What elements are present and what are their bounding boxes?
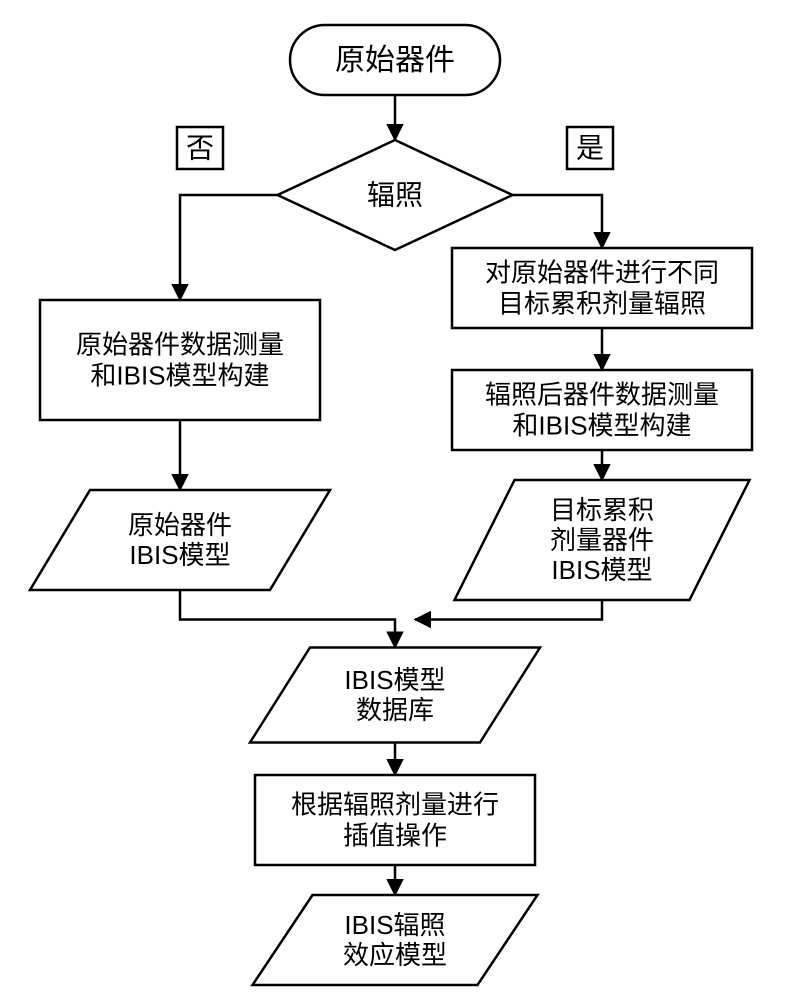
right-process2-node-line1: 辐照后器件数据测量	[485, 379, 719, 409]
right-process1-node-line1: 对原始器件进行不同	[485, 257, 719, 287]
right-process1-node-line2: 目标累积剂量辐照	[498, 288, 706, 318]
left-process-node-line2: 和IBIS模型构建	[90, 360, 269, 390]
database-node-line2: 数据库	[356, 695, 434, 725]
right-io-node-line2: 剂量器件	[550, 525, 654, 555]
left-io-node-line2: IBIS模型	[129, 540, 230, 570]
start-node-label: 原始器件	[335, 44, 455, 77]
right-io-node-line3: IBIS模型	[551, 555, 652, 585]
edge-left-io-db	[180, 590, 395, 648]
interp-node-line2: 插值操作	[343, 820, 447, 850]
left-process-node-line1: 原始器件数据测量	[76, 329, 284, 359]
edge-decision-left	[180, 195, 278, 300]
final-node-line1: IBIS辐照	[344, 910, 445, 940]
flowchart-diagram: 原始器件辐照原始器件数据测量和IBIS模型构建原始器件IBIS模型对原始器件进行…	[0, 0, 785, 1000]
right-io-node-line1: 目标累积	[550, 495, 654, 525]
right-process2-node-line2: 和IBIS模型构建	[512, 410, 691, 440]
interp-node-line1: 根据辐照剂量进行	[291, 789, 499, 819]
no-label: 否	[186, 132, 214, 163]
final-node-line2: 效应模型	[343, 940, 447, 970]
edge-right-io-merge	[415, 600, 602, 620]
edge-decision-right	[513, 195, 603, 248]
database-node-line1: IBIS模型	[344, 665, 445, 695]
yes-label: 是	[576, 132, 604, 163]
decision-node-label: 辐照	[367, 179, 423, 210]
left-io-node-line1: 原始器件	[128, 510, 232, 540]
